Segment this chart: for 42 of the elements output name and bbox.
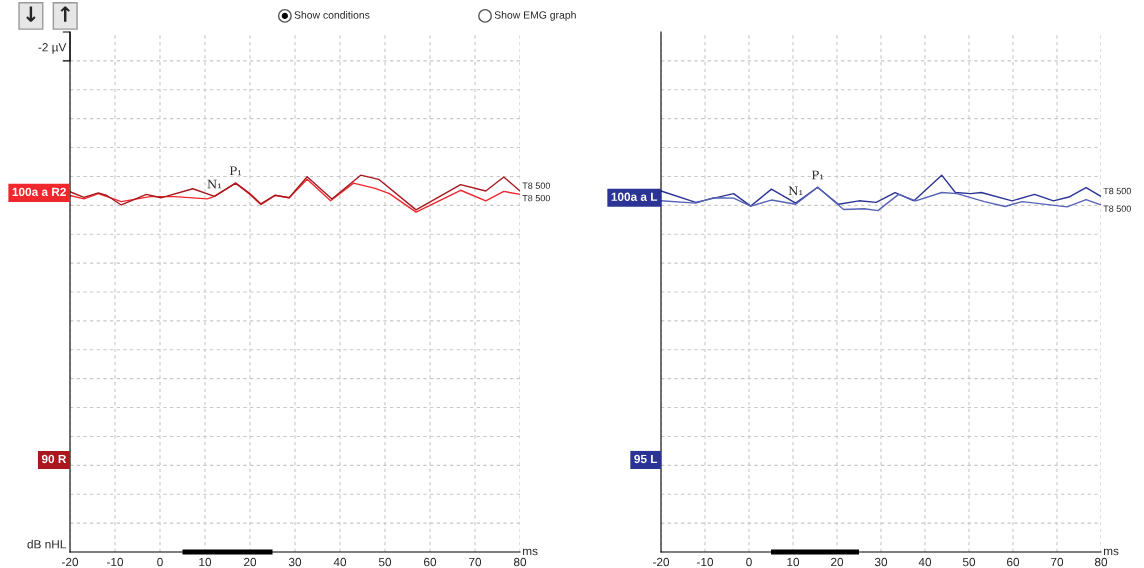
x-tick-label: -10 xyxy=(696,557,714,567)
annotation: N₁ xyxy=(788,186,803,196)
annotation: 100a a R2 xyxy=(12,187,66,197)
x-tick-label: 30 xyxy=(874,557,888,567)
x-tick-label: 60 xyxy=(424,557,437,567)
x-tick-label: 0 xyxy=(157,557,163,567)
x-tick-label: 80 xyxy=(1094,557,1108,567)
text: Show conditions xyxy=(294,11,370,19)
x-tick-label: -10 xyxy=(106,557,124,567)
x-tick-label: 70 xyxy=(1051,557,1064,567)
x-tick-label: 40 xyxy=(918,557,932,567)
series-label: T8 500 xyxy=(522,194,550,202)
x-tick-label: 50 xyxy=(378,557,392,567)
x-tick-label: 20 xyxy=(244,557,257,567)
text: dB nHL xyxy=(27,539,66,549)
x-tick-label: 60 xyxy=(1007,557,1020,567)
text: 90 R xyxy=(41,454,67,464)
x-tick-label: 40 xyxy=(333,557,347,567)
x-axis-title: ms xyxy=(523,548,538,556)
text: ↓ xyxy=(26,6,36,22)
series-label: T8 500 xyxy=(522,182,550,189)
x-tick-label: -20 xyxy=(652,557,670,567)
x-tick-label: 10 xyxy=(787,557,800,567)
x-tick-label: 10 xyxy=(199,557,212,567)
x-tick-label: 30 xyxy=(288,557,302,567)
text: Show EMG graph xyxy=(494,11,576,21)
x-tick-label: 80 xyxy=(513,557,527,567)
x-axis-title: ms xyxy=(1103,548,1119,556)
x-tick-label: 70 xyxy=(469,557,482,567)
text: -2 µV xyxy=(38,43,67,54)
text: 95 L xyxy=(634,454,658,464)
x-tick-label: 50 xyxy=(962,557,976,567)
series-label: T8 500 xyxy=(1103,187,1131,195)
annotation: P₁ xyxy=(229,166,242,176)
text: ↑ xyxy=(60,6,70,22)
x-tick-label: 0 xyxy=(746,557,752,567)
annotation: 100a a L xyxy=(611,192,658,201)
x-tick-label: -20 xyxy=(61,557,79,567)
annotation: N₁ xyxy=(207,179,222,189)
annotation: P₁ xyxy=(811,170,824,180)
x-tick-label: 20 xyxy=(831,557,844,567)
series-label: T8 500 xyxy=(1103,205,1131,212)
